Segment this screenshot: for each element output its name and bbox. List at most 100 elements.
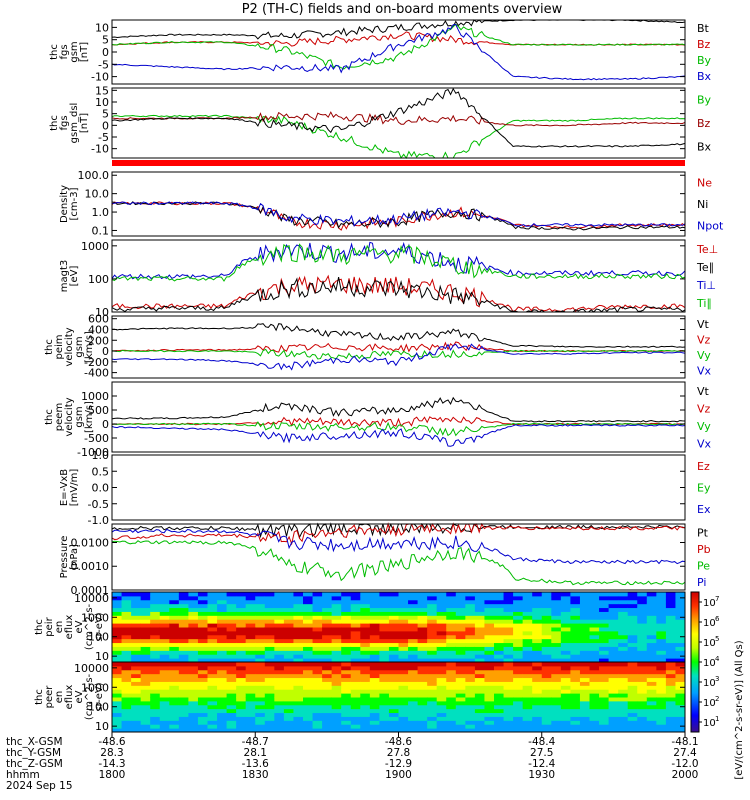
spectrogram-cell [245,712,256,717]
spectrogram-cell [513,689,524,694]
spectrogram-cell [360,650,371,655]
spectrogram-cell [474,704,485,710]
spectrogram-cell [675,669,686,675]
spectrogram-cell [131,592,142,597]
spectrogram-cell [560,630,571,636]
spectrogram-cell [341,658,352,663]
spectrogram-cell [398,623,409,628]
spectrogram-cell [169,677,180,682]
spectrogram-cell [494,603,505,609]
spectrogram-cell [322,665,333,671]
spectrogram-cell [503,658,514,663]
spectrogram-cell [312,662,323,667]
spectrogram-cell [618,607,629,612]
spectrogram-cell [283,638,294,644]
spectrogram-cell [646,720,657,725]
spectrogram-cell [665,630,676,636]
spectrogram-cell [379,599,390,605]
spectrogram-cell [369,599,380,605]
spectrogram-cell [579,603,590,609]
spectrogram-cell [245,669,256,675]
spectrogram-cell [236,720,247,725]
spectrogram-cell [341,681,352,686]
spectrogram-cell [322,630,333,636]
spectrogram-cell [159,595,170,601]
y-axis-label-line: eV [74,620,85,633]
spectrogram-cell [675,638,686,644]
spectrogram-cell [131,673,142,679]
colorbar-tick-exponent: 2 [715,695,719,703]
spectrogram-cell [274,627,285,632]
spectrogram-cell [608,658,619,663]
spectrogram-cell [570,615,581,620]
spectrogram-cell [665,724,676,729]
spectrogram-cell [322,627,333,632]
spectrogram-cell [551,728,562,733]
spectrogram-cell [522,700,533,706]
spectrogram-cell [560,642,571,647]
spectrogram-cell [360,689,371,694]
spectrogram-cell [560,623,571,628]
spectrogram-cell [494,673,505,679]
spectrogram-cell [646,592,657,597]
spectrogram-cell [484,689,495,694]
spectrogram-cell [322,697,333,702]
spectrogram-cell [121,673,132,679]
spectrogram-cell [341,708,352,714]
spectrogram-cell [226,704,237,710]
legend-by: By [697,54,712,67]
spectrogram-cell [197,681,208,686]
spectrogram-cell [245,599,256,605]
spectrogram-cell [656,630,667,636]
spectrogram-cell [398,716,409,721]
spectrogram-cell [560,595,571,601]
spectrogram-cell [427,677,438,682]
spectrogram-cell [293,685,304,690]
spectrogram-cell [455,708,466,714]
spectrogram-cell [331,592,342,597]
spectrogram-cell [599,627,610,632]
y-tick-label: 0.0100 [71,536,110,549]
spectrogram-cell [293,642,304,647]
spectrogram-cell [140,704,151,710]
spectrogram-cell [560,704,571,710]
spectrogram-cell [675,599,686,605]
spectrogram-cell [665,642,676,647]
spectrogram-cell [169,708,180,714]
spectrogram-cell [579,697,590,702]
spectrogram-cell [551,630,562,636]
spectrogram-cell [293,599,304,605]
spectrogram-cell [474,646,485,651]
spectrogram-cell [656,607,667,612]
legend-vz: Vz [697,333,711,346]
spectrogram-cell [627,615,638,620]
spectrogram-cell [360,627,371,632]
spectrogram-cell [503,642,514,647]
spectrogram-9 [112,662,686,733]
spectrogram-cell [599,646,610,651]
spectrogram-cell [627,646,638,651]
spectrogram-cell [159,607,170,612]
spectrogram-cell [255,638,266,644]
spectrogram-cell [312,704,323,710]
spectrogram-cell [236,611,247,616]
spectrogram-cell [274,716,285,721]
spectrogram-cell [388,724,399,729]
spectrogram-cell [455,665,466,671]
spectrogram-cell [455,654,466,659]
spectrogram-cell [178,646,189,651]
spectrogram-cell [398,654,409,659]
spectrogram-cell [217,592,228,597]
y-axis-label-line: gsm [69,41,80,62]
spectrogram-cell [379,685,390,690]
spectrogram-cell [274,681,285,686]
spectrogram-cell [618,669,629,675]
spectrogram-cell [188,630,199,636]
spectrogram-cell [570,673,581,679]
spectrogram-cell [207,720,218,725]
spectrogram-cell [579,634,590,640]
colorbar-tick-label: 10 [703,698,716,709]
spectrogram-cell [541,697,552,702]
spectrogram-cell [236,592,247,597]
